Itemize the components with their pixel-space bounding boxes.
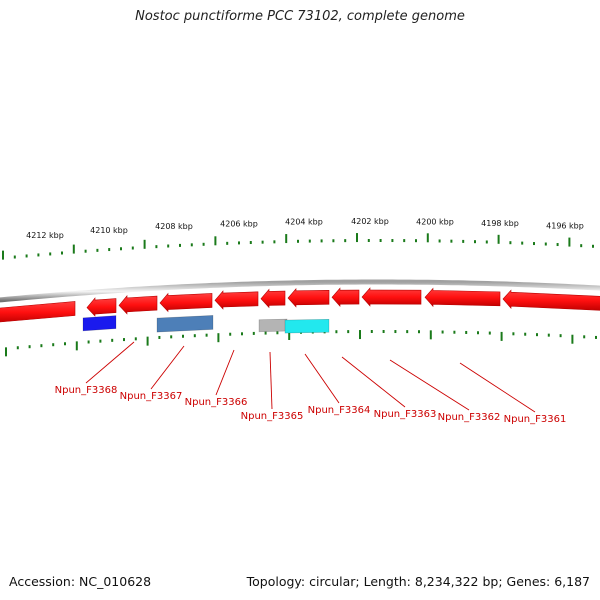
leader-line [215, 349, 235, 396]
gene-arrow [361, 287, 422, 307]
gene-arrow [502, 289, 600, 311]
gene-arrow [118, 295, 158, 315]
kbp-scale-labels: 4212 kbp 4210 kbp 4208 kbp 4206 kbp 4204 kbp… [26, 217, 584, 240]
leader-line [459, 362, 536, 413]
feature-bars [82, 315, 330, 334]
kbp-label: 4204 kbp [285, 218, 323, 227]
gene-label: Npun_F3361 [504, 414, 567, 425]
feature-bar [284, 318, 330, 334]
genome-summary-text: Topology: circular; Length: 8,234,322 bp… [246, 574, 590, 589]
gene-arrow [0, 301, 76, 323]
kbp-label: 4198 kbp [481, 219, 519, 228]
gene-arrow [331, 287, 360, 307]
feature-bar [82, 315, 117, 332]
kbp-label: 4196 kbp [546, 221, 584, 230]
accession-text: Accession: NC_010628 [9, 574, 152, 589]
gene-arrow [287, 288, 330, 308]
feature-bar [156, 315, 214, 333]
gene-label: Npun_F3364 [308, 405, 371, 416]
kbp-label: 4206 kbp [220, 219, 258, 228]
inner-tick-ring [5, 330, 597, 357]
gene-label: Npun_F3367 [120, 391, 183, 402]
feature-bar [258, 318, 288, 333]
genome-title: Nostoc punctiforme PCC 73102, complete g… [135, 9, 465, 24]
leader-line [389, 359, 470, 411]
gene-arrow [260, 288, 286, 309]
gene-label-leaders [85, 341, 536, 413]
gene-label: Npun_F3365 [241, 411, 304, 422]
kbp-label: 4202 kbp [351, 217, 389, 226]
leader-line [341, 356, 406, 408]
leader-line [85, 341, 135, 384]
gene-label: Npun_F3368 [55, 385, 118, 396]
kbp-label: 4200 kbp [416, 217, 454, 226]
gene-label: Npun_F3362 [438, 412, 501, 423]
gene-label: Npun_F3366 [185, 397, 248, 408]
gene-arrow [424, 287, 501, 308]
leader-line [150, 345, 185, 390]
gene-arrow [86, 297, 117, 317]
gene-arrow [159, 292, 213, 313]
leader-line [304, 353, 340, 404]
gene-arrow [214, 290, 259, 310]
outer-tick-ring [2, 233, 594, 260]
gene-arrows [0, 287, 600, 323]
kbp-label: 4212 kbp [26, 231, 64, 240]
genome-backbone [0, 279, 600, 303]
gene-label: Npun_F3363 [374, 409, 437, 420]
kbp-label: 4210 kbp [90, 226, 128, 235]
kbp-label: 4208 kbp [155, 222, 193, 231]
leader-line [269, 351, 273, 410]
